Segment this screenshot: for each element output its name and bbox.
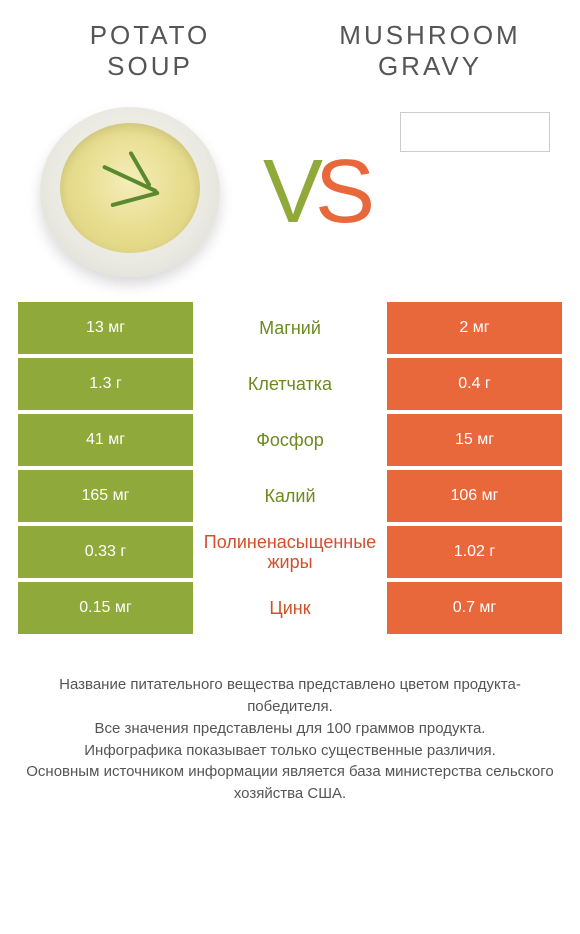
nutrient-label-cell: Фосфор	[197, 414, 383, 466]
left-value-cell: 0.33 г	[18, 526, 193, 578]
vs-label: VS	[263, 141, 367, 244]
right-value-cell: 1.02 г	[387, 526, 562, 578]
compare-band: VS	[0, 92, 580, 292]
nutrient-label-cell: Магний	[197, 302, 383, 354]
footer-line1: Название питательного вещества представл…	[24, 674, 556, 718]
table-row: 13 мгМагний2 мг	[18, 302, 562, 354]
right-value-cell: 0.7 мг	[387, 582, 562, 634]
nutrient-label-cell: Цинк	[197, 582, 383, 634]
left-title-line1: POTATO	[90, 20, 211, 50]
left-value-cell: 1.3 г	[18, 358, 193, 410]
left-food-title: POTATO SOUP	[40, 20, 260, 82]
table-row: 1.3 гКлетчатка0.4 г	[18, 358, 562, 410]
footer-notes: Название питательного вещества представл…	[0, 674, 580, 805]
right-food-title: MUSHROOM GRAVY	[320, 20, 540, 82]
footer-line2: Все значения представлены для 100 граммо…	[24, 718, 556, 740]
table-row: 0.33 гПолиненасыщенные жиры1.02 г	[18, 526, 562, 578]
header: POTATO SOUP MUSHROOM GRAVY	[0, 0, 580, 92]
right-title-line2: GRAVY	[378, 51, 482, 81]
right-value-cell: 106 мг	[387, 470, 562, 522]
right-value-cell: 0.4 г	[387, 358, 562, 410]
left-value-cell: 165 мг	[18, 470, 193, 522]
soup-icon	[60, 123, 200, 253]
left-title-line2: SOUP	[107, 51, 193, 81]
vs-s: S	[315, 141, 367, 244]
table-row: 41 мгФосфор15 мг	[18, 414, 562, 466]
right-food-image-placeholder	[400, 112, 550, 152]
footer-line3: Инфографика показывает только существенн…	[24, 740, 556, 762]
right-value-cell: 2 мг	[387, 302, 562, 354]
footer-line4: Основным источником информации является …	[24, 761, 556, 805]
left-value-cell: 41 мг	[18, 414, 193, 466]
nutrient-label-cell: Клетчатка	[197, 358, 383, 410]
right-title-line1: MUSHROOM	[339, 20, 520, 50]
nutrient-label-cell: Калий	[197, 470, 383, 522]
table-row: 0.15 мгЦинк0.7 мг	[18, 582, 562, 634]
left-value-cell: 13 мг	[18, 302, 193, 354]
table-row: 165 мгКалий106 мг	[18, 470, 562, 522]
right-value-cell: 15 мг	[387, 414, 562, 466]
nutrient-table: 13 мгМагний2 мг1.3 гКлетчатка0.4 г41 мгФ…	[18, 302, 562, 634]
left-value-cell: 0.15 мг	[18, 582, 193, 634]
left-food-image	[30, 97, 230, 287]
nutrient-label-cell: Полиненасыщенные жиры	[197, 526, 383, 578]
vs-v: V	[263, 141, 315, 244]
